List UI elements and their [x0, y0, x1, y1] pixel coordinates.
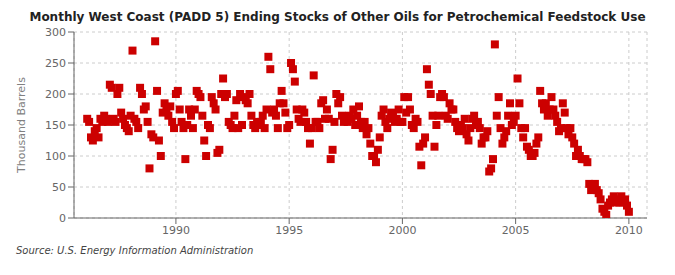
svg-text:250: 250: [45, 57, 66, 70]
html-text:Source: U.S. Energy Informatio: Source: U.S. Energy Information Administ…: [16, 245, 254, 256]
svg-text:1995: 1995: [275, 224, 303, 237]
svg-text:200: 200: [45, 88, 66, 101]
svg-text:2005: 2005: [502, 224, 530, 237]
html-text:Monthly West Coast (PADD 5) En: Monthly West Coast (PADD 5) Ending Stock…: [29, 10, 646, 24]
svg-text:50: 50: [52, 181, 66, 194]
svg-text:2010: 2010: [615, 224, 643, 237]
svg-text:300: 300: [45, 26, 66, 39]
svg-text:1990: 1990: [162, 224, 190, 237]
svg-text:0: 0: [59, 212, 66, 225]
svg-text:Thousand Barrels: Thousand Barrels: [15, 77, 28, 174]
svg-text:100: 100: [45, 150, 66, 163]
svg-text:150: 150: [45, 119, 66, 132]
svg-text:2000: 2000: [388, 224, 416, 237]
